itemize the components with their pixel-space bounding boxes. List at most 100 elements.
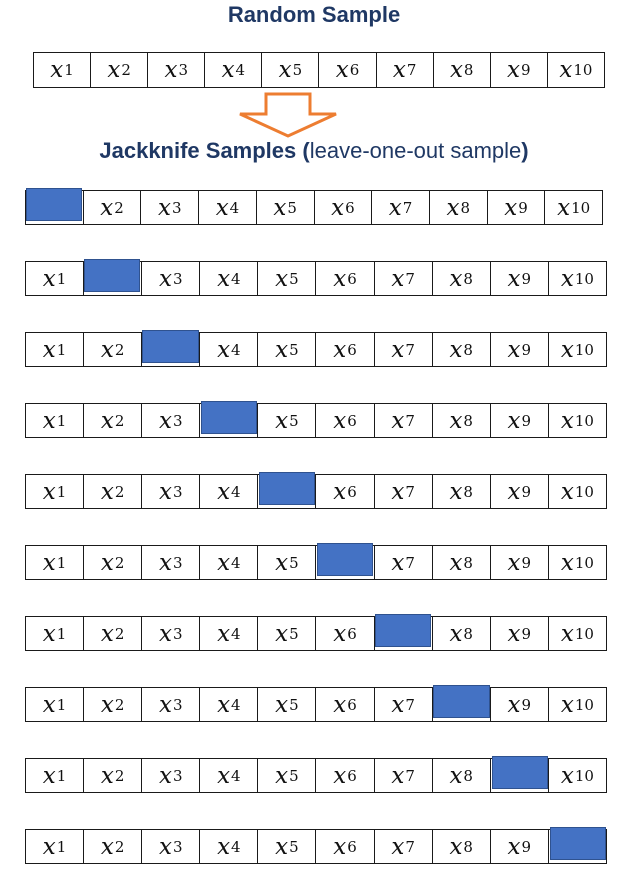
cell-variable: x [333,336,347,363]
cell-index: 10 [571,198,591,217]
cell-index: 8 [463,61,474,79]
cell-variable: x [557,194,571,221]
left-out-mask [142,330,199,363]
cell-variable: x [560,762,574,789]
random-sample-row: x 1 x 2 x 3 x 4 x 5 x 6 x 7 x 8 x 9 x 10 [33,52,605,88]
cell-variable: x [507,691,521,718]
cell-index: 8 [463,624,473,643]
cell-index: 1 [56,766,67,785]
cell-index: 9 [521,61,531,79]
cell-index: 5 [289,624,299,643]
cell-variable: x [275,407,289,434]
cell-index: 6 [347,340,357,359]
cell-variable: x [507,57,521,83]
cell-variable: x [215,194,229,221]
cell-variable: x [507,336,521,363]
left-out-mask [26,188,82,221]
cell-variable: x [158,478,172,505]
cell-index: 9 [521,837,532,856]
cell-index: 9 [521,411,532,430]
cell-index: 10 [574,482,594,501]
cell-variable: x [50,57,64,83]
cell-variable: x [391,478,405,505]
cell-variable: x [217,265,231,292]
cell-index: 6 [347,766,357,785]
cell-index: 8 [463,482,473,501]
cell-index: 2 [121,61,131,79]
cell-variable: x [275,762,289,789]
cell-variable: x [449,336,463,363]
cell-variable: x [42,620,56,647]
cell-variable: x [217,762,231,789]
cell-index: 7 [402,198,413,217]
cell-index: 6 [347,624,357,643]
cell-variable: x [158,691,172,718]
cell-index: 10 [574,411,594,430]
cell-index: 8 [463,553,473,572]
cell-variable: x [42,336,56,363]
cell-index: 1 [56,837,67,856]
cell-index: 5 [289,766,299,785]
cell-index: 5 [292,61,303,79]
cell-index: 3 [172,837,183,856]
cell-variable: x [217,336,231,363]
cell-variable: x [42,549,56,576]
cell-variable: x [331,194,345,221]
cell-variable: x [391,549,405,576]
cell-variable: x [333,691,347,718]
cell-index: 10 [574,695,594,714]
cell-index: 3 [172,269,183,288]
cell-variable: x [100,407,114,434]
cell-index: 7 [405,695,415,714]
cell-variable: x [560,265,574,292]
left-out-mask [317,543,374,576]
cell-index: 2 [114,624,125,643]
cell-index: 3 [171,198,182,217]
cell-variable: x [560,691,574,718]
cell-variable: x [391,407,405,434]
cell-index: 4 [231,766,241,785]
cell-index: 1 [56,269,67,288]
cell-variable: x [560,336,574,363]
cell-variable: x [507,478,521,505]
cell-index: 3 [172,766,183,785]
left-out-mask [491,756,548,789]
